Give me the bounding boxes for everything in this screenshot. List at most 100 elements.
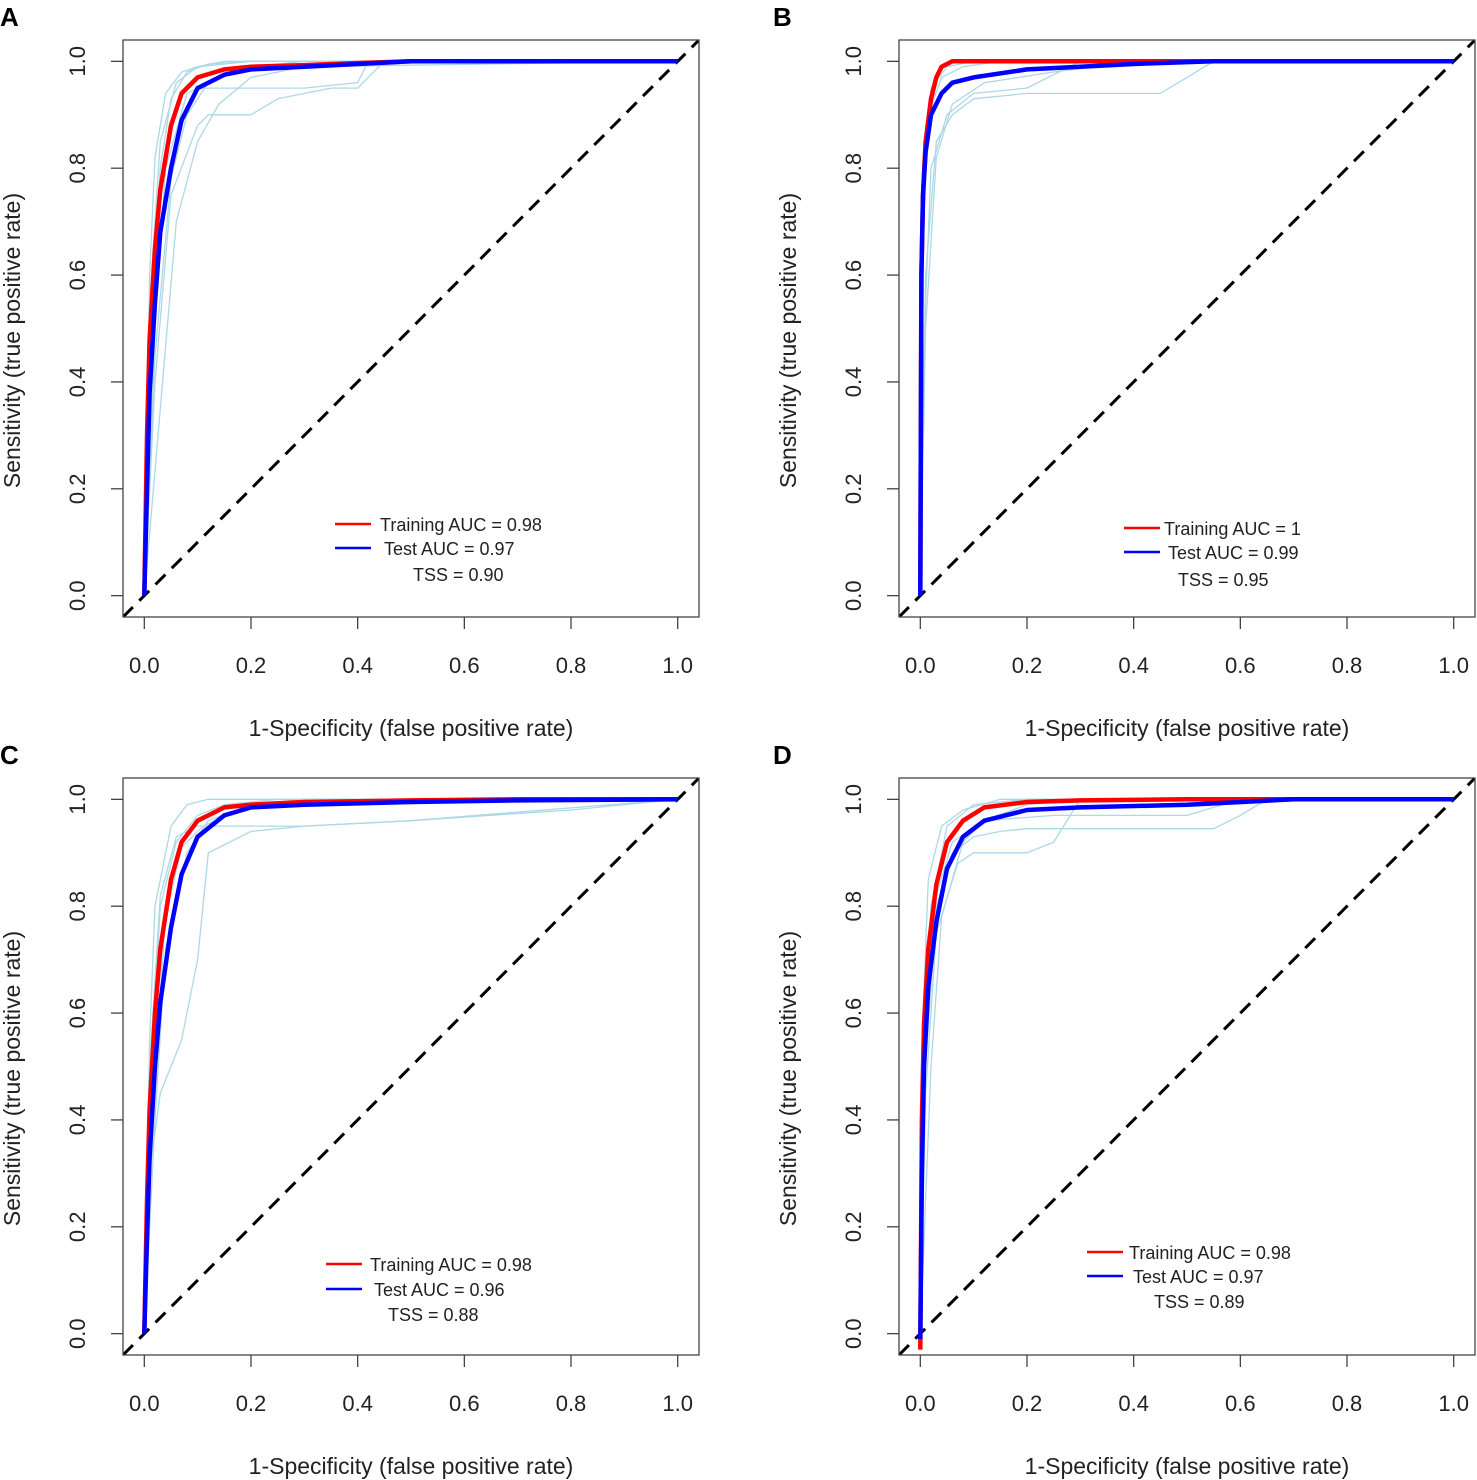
plot-frame [898,39,1476,618]
y-tick-label: 0.0 [841,1318,866,1349]
legend-tss-label: TSS = 0.90 [413,565,504,585]
y-tick-label: 0.8 [841,153,866,184]
legend-test-label: Test AUC = 0.97 [384,539,515,559]
y-tick-label: 0.4 [841,367,866,398]
x-axis-title: 1-Specificity (false positive rate) [249,1453,574,1479]
x-tick-label: 0.2 [236,653,267,678]
x-tick-label: 0.8 [556,1391,587,1416]
y-tick-label: 0.8 [841,891,866,922]
legend: Training AUC = 1 Test AUC = 0.99 TSS = 0.9… [1124,519,1301,590]
legend: Training AUC = 0.98 Test AUC = 0.97 TSS = … [1087,1243,1291,1312]
y-tick-label: 0.8 [65,153,90,184]
plot-area [123,40,699,617]
replicate-roc-curve [143,798,678,1334]
x-tick-label: 1.0 [662,1391,693,1416]
x-tick-label: 0.4 [342,653,373,678]
x-tick-label: 0.2 [1012,1391,1043,1416]
test-roc-curve [142,59,678,596]
replicate-roc-curve [143,60,678,596]
x-tick-label: 0.6 [1225,653,1256,678]
plot-frame [122,777,700,1356]
plot-frame [898,777,1476,1356]
x-tick-label: 0.8 [556,653,587,678]
x-tick-label: 0.0 [129,1391,160,1416]
legend-training-label: Training AUC = 1 [1164,519,1301,539]
plot-area [899,40,1475,617]
random-reference-line [123,778,699,1355]
x-axis-title: 1-Specificity (false positive rate) [1025,1453,1350,1479]
y-axis-title: Sensitivity (true positive rate) [0,931,25,1226]
y-axis-title: Sensitivity (true positive rate) [775,193,801,488]
random-reference-line [899,40,1475,617]
y-tick-label: 1.0 [841,46,866,77]
y-tick-label: 0.6 [65,998,90,1029]
panel-letter: C [0,740,19,770]
panel-b: B 0.0 0.2 0.4 0.6 0.8 1.0 0.0 0.2 0.4 0.6 0.8 1.0 1-S… [773,2,1476,741]
x-tick-label: 0.8 [1332,1391,1363,1416]
random-reference-line [123,40,699,617]
y-tick-label: 0.4 [841,1105,866,1136]
x-tick-label: 0.2 [1012,653,1043,678]
legend: Training AUC = 0.98 Test AUC = 0.97 TSS = … [335,515,542,585]
x-tick-label: 0.4 [1118,653,1149,678]
panel-a: A 0.0 0.2 0.4 0.6 0.8 1.0 0.0 0.2 0.4 0.6 0.8 1.0 1-S… [0,2,700,741]
x-tick-label: 0.6 [449,1391,480,1416]
x-axis-title: 1-Specificity (false positive rate) [249,715,574,741]
legend-tss-label: TSS = 0.88 [388,1305,479,1325]
replicate-roc-curve [919,60,1454,596]
y-tick-label: 0.2 [65,1211,90,1242]
y-tick-label: 0.4 [65,1105,90,1136]
y-tick-label: 0.6 [841,260,866,291]
y-tick-label: 1.0 [65,784,90,815]
replicate-roc-curve [143,60,678,596]
x-tick-label: 0.0 [905,1391,936,1416]
x-tick-label: 1.0 [1438,1391,1469,1416]
test-roc-curve [918,797,1454,1340]
y-tick-label: 0.4 [65,367,90,398]
test-roc-curve [142,797,678,1334]
x-tick-label: 0.2 [236,1391,267,1416]
replicate-roc-curve [143,60,678,596]
y-tick-label: 0.6 [65,260,90,291]
y-axis-title: Sensitivity (true positive rate) [0,193,25,488]
panel-c: C 0.0 0.2 0.4 0.6 0.8 1.0 0.0 0.2 0.4 0.6 0.8 1.0 1-S… [0,740,700,1479]
x-tick-label: 0.0 [905,653,936,678]
legend-training-label: Training AUC = 0.98 [380,515,542,535]
plot-area [899,778,1475,1355]
y-tick-label: 0.2 [841,473,866,504]
x-tick-label: 0.4 [342,1391,373,1416]
x-axis-title: 1-Specificity (false positive rate) [1025,715,1350,741]
x-tick-label: 0.4 [1118,1391,1149,1416]
y-axis-title: Sensitivity (true positive rate) [775,931,801,1226]
y-tick-label: 0.8 [65,891,90,922]
x-tick-label: 0.8 [1332,653,1363,678]
plot-area [123,778,699,1355]
legend-test-label: Test AUC = 0.96 [374,1280,505,1300]
training-roc-curve [918,797,1454,1350]
plot-frame [122,39,700,618]
y-tick-label: 0.2 [841,1211,866,1242]
x-tick-label: 0.6 [1225,1391,1256,1416]
y-tick-label: 0.0 [841,580,866,611]
y-tick-label: 0.0 [65,1318,90,1349]
legend-training-label: Training AUC = 0.98 [370,1255,532,1275]
panel-letter: B [773,2,792,32]
panel-letter: D [773,740,792,770]
y-tick-label: 0.0 [65,580,90,611]
x-tick-label: 0.0 [129,653,160,678]
legend-test-label: Test AUC = 0.97 [1133,1267,1264,1287]
y-tick-label: 0.6 [841,998,866,1029]
replicate-roc-curve [919,798,1454,1334]
legend-training-label: Training AUC = 0.98 [1129,1243,1291,1263]
replicate-roc-curve [143,798,678,1334]
panel-letter: A [0,2,19,32]
panel-d: D 0.0 0.2 0.4 0.6 0.8 1.0 0.0 0.2 0.4 0.6 0.8 1.0 1-S… [773,740,1476,1479]
y-tick-label: 1.0 [65,46,90,77]
legend: Training AUC = 0.98 Test AUC = 0.96 TSS = … [326,1255,532,1325]
random-reference-line [899,778,1475,1355]
legend-tss-label: TSS = 0.89 [1154,1292,1245,1312]
legend-test-label: Test AUC = 0.99 [1168,543,1299,563]
x-tick-label: 0.6 [449,653,480,678]
x-tick-label: 1.0 [1438,653,1469,678]
